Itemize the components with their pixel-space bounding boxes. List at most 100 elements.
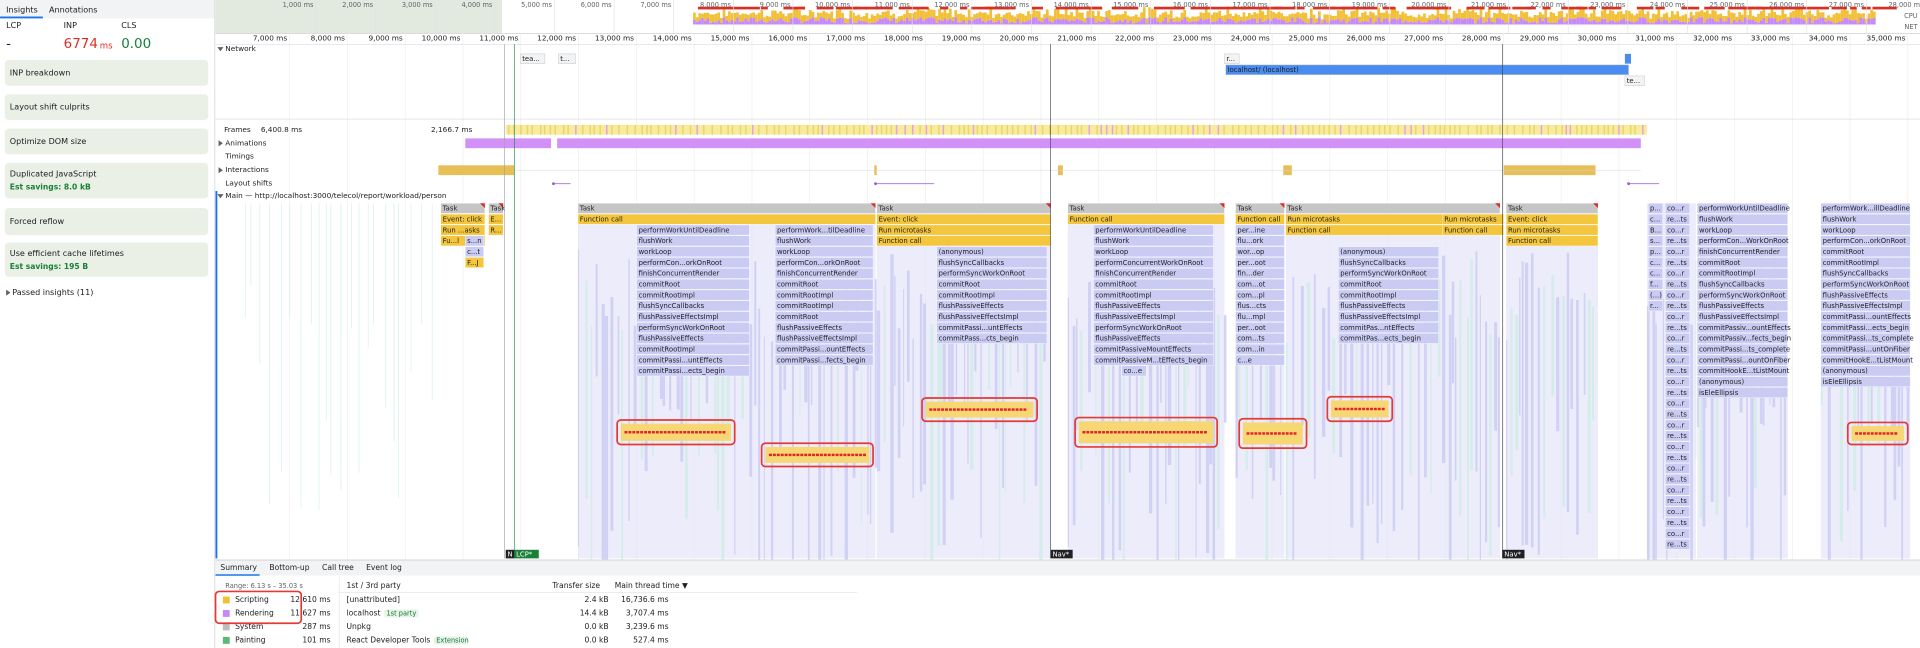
- frame: [582, 124, 584, 135]
- cpu-rendering: [1735, 22, 1739, 25]
- ruler-tick-label: 30,000 ms: [1578, 34, 1617, 43]
- cpu-rendering: [833, 22, 836, 25]
- sidebar-tab[interactable]: Insights: [6, 4, 38, 14]
- cpu-scripting: [852, 12, 855, 23]
- frame: [1434, 124, 1437, 135]
- flame-entry: [1647, 213, 1664, 225]
- cpu-scripting: [1078, 12, 1081, 21]
- table-cell: 3,707.4 ms: [626, 608, 669, 617]
- insight-card[interactable]: [4, 94, 209, 120]
- flame-entry: [1235, 333, 1285, 344]
- forced-reflow: [804, 453, 808, 457]
- cpu-rendering: [1705, 19, 1709, 25]
- table-cell: [unattributed]: [347, 595, 400, 604]
- flame-entry: [1696, 387, 1788, 398]
- frame: [1169, 124, 1172, 135]
- sidebar-tab[interactable]: Annotations: [49, 4, 98, 14]
- flame-stripe: [281, 203, 282, 472]
- cpu-scripting: [1210, 14, 1213, 22]
- bottom-tab[interactable]: Summary: [220, 563, 257, 572]
- cpu-rendering: [1334, 19, 1337, 25]
- cpu-scripting: [1285, 16, 1289, 23]
- cpu-scripting: [1019, 13, 1022, 24]
- cpu-rendering: [1592, 19, 1596, 25]
- cpu-scripting: [1503, 14, 1507, 23]
- frame: [575, 124, 577, 135]
- flame-entry: [1093, 235, 1214, 247]
- forced-reflow: [800, 453, 804, 457]
- insight-card[interactable]: [4, 60, 209, 86]
- cpu-scripting: [1490, 17, 1494, 22]
- flame-stripe: [358, 203, 360, 473]
- insight-card[interactable]: [4, 208, 209, 236]
- flame-entry: [936, 333, 1048, 344]
- overview-tick-label: 19,000 ms: [1352, 1, 1388, 9]
- flame-entry: [488, 224, 504, 236]
- cpu-rendering: [1183, 17, 1187, 25]
- cpu-rendering: [967, 20, 971, 25]
- cpu-scripting: [1754, 17, 1758, 22]
- cpu-rendering: [1509, 18, 1512, 25]
- cpu-scripting: [1541, 14, 1545, 21]
- flame-stripe: [1206, 338, 1210, 554]
- flame-stripe: [601, 303, 605, 584]
- flame-entry: [1665, 289, 1690, 301]
- cpu-rendering: [1137, 21, 1141, 25]
- cpu-rendering: [1040, 21, 1044, 25]
- long-task: [1111, 6, 1139, 10]
- metric-label: LCP: [6, 20, 21, 30]
- long-task: [1588, 6, 1597, 10]
- flame-entry: [774, 354, 874, 366]
- cpu-rendering: [1226, 19, 1230, 25]
- frame: [1506, 124, 1509, 135]
- overview-tick-label: 3,000 ms: [402, 1, 433, 9]
- bottom-tab[interactable]: Bottom-up: [269, 563, 309, 572]
- cpu-scripting: [1021, 13, 1025, 22]
- legend-time: 287 ms: [302, 622, 330, 631]
- flame-label: Function call: [580, 215, 623, 223]
- long-task: [1273, 6, 1296, 10]
- frame: [904, 124, 906, 135]
- cpu-rendering: [1264, 20, 1267, 25]
- cpu-rendering: [1342, 19, 1345, 25]
- insight-card[interactable]: [4, 242, 209, 277]
- flame-label: commitRoot: [1699, 259, 1741, 267]
- long-task: [1466, 6, 1485, 10]
- flame-entry: [1820, 365, 1911, 377]
- cpu-scripting: [1191, 16, 1195, 22]
- cpu-rendering: [760, 19, 764, 25]
- forced-reflow: [1011, 408, 1015, 411]
- track-label[interactable]: Interactions: [225, 165, 269, 174]
- cpu-rendering: [1441, 22, 1445, 25]
- forced-reflow: [1184, 431, 1188, 434]
- cpu-scripting: [1431, 14, 1434, 21]
- passed-insights[interactable]: Passed insights (11): [12, 287, 93, 297]
- overview-tick-label: 5,000 ms: [521, 1, 552, 9]
- bottom-tab[interactable]: Call tree: [322, 563, 354, 572]
- flame-label: p...: [1650, 248, 1661, 256]
- summary-range: Range: 6.13 s – 35.03 s: [225, 582, 303, 590]
- bottom-tab[interactable]: Event log: [366, 563, 402, 572]
- flame-entry: [1820, 235, 1911, 247]
- insight-card[interactable]: [4, 162, 209, 199]
- cpu-rendering: [698, 20, 702, 25]
- flame-entry: [1665, 408, 1690, 420]
- insight-card[interactable]: [4, 128, 209, 155]
- forced-reflow: [1113, 431, 1117, 434]
- flame-label: Function call: [1070, 215, 1113, 223]
- long-task: [1418, 6, 1444, 10]
- long-task: [1681, 6, 1700, 10]
- track-label[interactable]: Animations: [225, 138, 266, 147]
- forced-reflow: [687, 431, 691, 434]
- long-task: [1406, 6, 1423, 10]
- flame-label: re...ts: [1667, 281, 1687, 289]
- cpu-rendering: [1274, 18, 1278, 25]
- flame-label: commitPassiv...ountEffects: [1699, 324, 1791, 332]
- cpu-rendering: [1013, 23, 1017, 25]
- ruler-tick-label: 17,000 ms: [826, 34, 865, 43]
- cpu-scripting: [1644, 14, 1647, 19]
- frame: [890, 124, 893, 135]
- flame-label: commitRoot: [1095, 281, 1137, 289]
- flame-entry: [636, 311, 750, 322]
- metric-value: -: [6, 37, 11, 52]
